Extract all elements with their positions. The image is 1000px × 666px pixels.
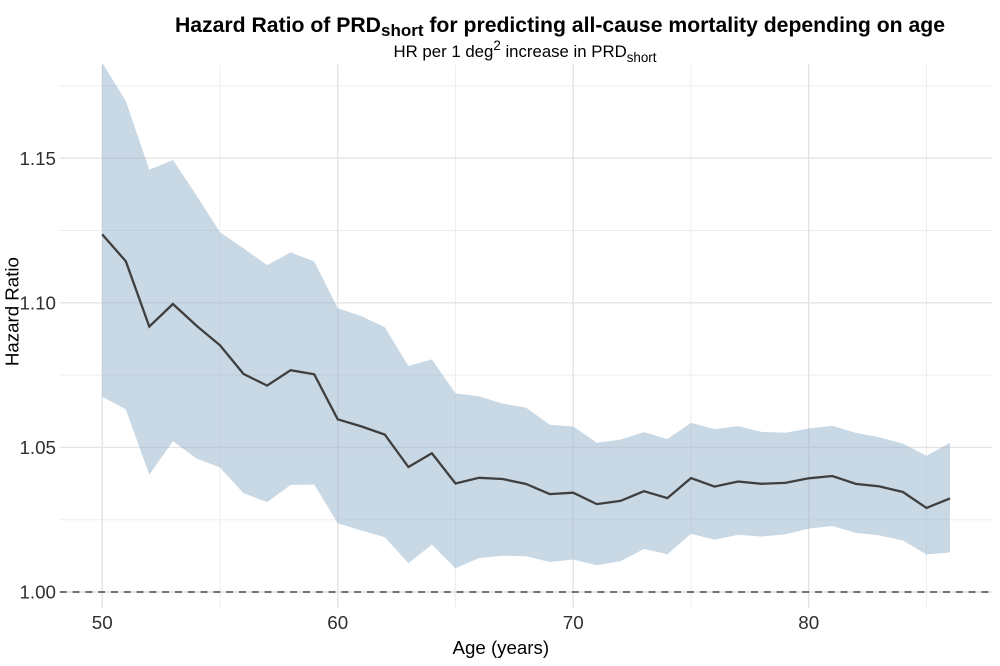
- svg-text:Hazard Ratio of PRDshort for p: Hazard Ratio of PRDshort for predicting …: [175, 14, 945, 40]
- svg-text:1.15: 1.15: [19, 148, 56, 169]
- svg-text:Age (years): Age (years): [453, 637, 550, 658]
- svg-text:70: 70: [563, 612, 584, 633]
- svg-text:HR per 1 deg2 increase in PRDs: HR per 1 deg2 increase in PRDshort: [394, 38, 657, 65]
- svg-text:1.00: 1.00: [19, 582, 56, 603]
- svg-text:1.05: 1.05: [19, 437, 56, 458]
- svg-text:1.10: 1.10: [19, 293, 56, 314]
- svg-text:50: 50: [92, 612, 113, 633]
- svg-text:Hazard Ratio: Hazard Ratio: [2, 257, 23, 366]
- svg-text:60: 60: [327, 612, 348, 633]
- svg-text:80: 80: [798, 612, 819, 633]
